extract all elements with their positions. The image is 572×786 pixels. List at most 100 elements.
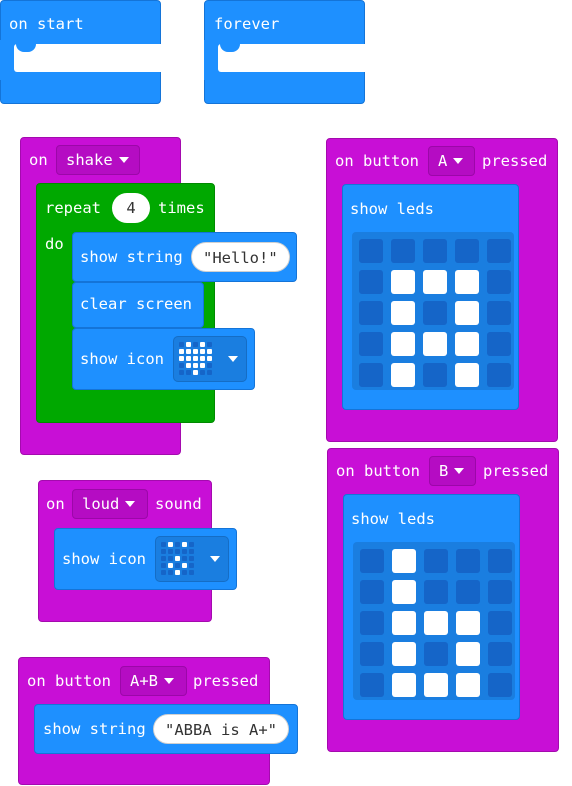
led-on[interactable] <box>392 611 416 635</box>
chevron-down-icon <box>164 677 174 684</box>
led-off[interactable] <box>360 673 384 697</box>
chevron-down-icon <box>210 556 220 562</box>
led-on[interactable] <box>392 642 416 666</box>
led-on[interactable] <box>455 363 479 387</box>
led-off[interactable] <box>359 332 383 356</box>
icon-pixel-off <box>161 542 166 547</box>
led-off[interactable] <box>360 549 384 573</box>
icon-pixel-on <box>200 363 205 368</box>
led-on[interactable] <box>456 642 480 666</box>
repeat-count-input[interactable]: 4 <box>112 193 150 223</box>
icon-pixel-off <box>189 563 194 568</box>
pressed-label: pressed <box>482 152 548 170</box>
led-off[interactable] <box>488 580 512 604</box>
led-off[interactable] <box>424 549 448 573</box>
icon-pixel-on <box>179 356 184 361</box>
string-input[interactable]: "ABBA is A+" <box>153 714 289 744</box>
icon-pixel-off <box>161 563 166 568</box>
led-off[interactable] <box>488 673 512 697</box>
led-off[interactable] <box>487 270 511 294</box>
show-string-label: show string <box>80 248 183 266</box>
pressed-label: pressed <box>193 672 259 690</box>
icon-pixel-on <box>182 542 187 547</box>
heart-icon <box>179 342 215 378</box>
led-on[interactable] <box>455 301 479 325</box>
icon-pixel-off <box>179 370 184 375</box>
led-off[interactable] <box>487 301 511 325</box>
led-on[interactable] <box>392 549 416 573</box>
led-on[interactable] <box>392 580 416 604</box>
button-a-dropdown[interactable]: A <box>428 146 475 176</box>
icon-pixel-off <box>161 549 166 554</box>
icon-dropdown[interactable] <box>155 536 229 582</box>
on-button-a-label: on button <box>335 152 419 170</box>
sound-label: sound <box>155 495 202 513</box>
led-off[interactable] <box>455 239 479 263</box>
led-on[interactable] <box>391 332 415 356</box>
icon-pixel-off <box>179 363 184 368</box>
led-on[interactable] <box>391 270 415 294</box>
led-off[interactable] <box>423 239 447 263</box>
led-on[interactable] <box>391 301 415 325</box>
led-off[interactable] <box>424 642 448 666</box>
on-button-b-label: on button <box>336 462 420 480</box>
icon-pixel-off <box>189 542 194 547</box>
icon-pixel-on <box>193 349 198 354</box>
led-on[interactable] <box>424 673 448 697</box>
led-off[interactable] <box>487 363 511 387</box>
led-on[interactable] <box>455 332 479 356</box>
led-on[interactable] <box>391 363 415 387</box>
led-off[interactable] <box>487 239 511 263</box>
button-ab-dropdown[interactable]: A+B <box>120 666 187 696</box>
icon-pixel-on <box>186 356 191 361</box>
led-off[interactable] <box>359 301 383 325</box>
sound-level-dropdown[interactable]: loud <box>72 489 148 519</box>
on-start-label: on start <box>9 15 84 33</box>
button-b-dropdown[interactable]: B <box>429 456 476 486</box>
led-off[interactable] <box>360 611 384 635</box>
chevron-down-icon <box>125 500 136 507</box>
led-off[interactable] <box>423 301 447 325</box>
pressed-label: pressed <box>483 462 549 480</box>
led-off[interactable] <box>359 270 383 294</box>
led-off[interactable] <box>488 642 512 666</box>
led-grid[interactable] <box>353 542 515 700</box>
icon-pixel-off <box>168 570 173 575</box>
led-off[interactable] <box>360 642 384 666</box>
forever-label: forever <box>214 15 280 33</box>
icon-pixel-off <box>168 549 173 554</box>
led-on[interactable] <box>456 611 480 635</box>
led-off[interactable] <box>424 580 448 604</box>
led-off[interactable] <box>456 549 480 573</box>
icon-pixel-on <box>207 356 212 361</box>
repeat-label: repeat <box>45 199 101 217</box>
led-on[interactable] <box>423 270 447 294</box>
led-off[interactable] <box>487 332 511 356</box>
icon-pixel-on <box>179 349 184 354</box>
icon-pixel-on <box>168 542 173 547</box>
led-off[interactable] <box>423 363 447 387</box>
led-off[interactable] <box>488 611 512 635</box>
icon-pixel-off <box>182 570 187 575</box>
led-on[interactable] <box>392 673 416 697</box>
led-off[interactable] <box>488 549 512 573</box>
led-on[interactable] <box>423 332 447 356</box>
led-off[interactable] <box>360 580 384 604</box>
icon-pixel-on <box>193 356 198 361</box>
gesture-dropdown[interactable]: shake <box>56 145 140 175</box>
led-off[interactable] <box>456 580 480 604</box>
led-on[interactable] <box>424 611 448 635</box>
led-on[interactable] <box>455 270 479 294</box>
do-label: do <box>45 235 64 253</box>
icon-pixel-off <box>175 542 180 547</box>
led-off[interactable] <box>359 239 383 263</box>
string-input[interactable]: "Hello!" <box>191 242 290 272</box>
led-off[interactable] <box>391 239 415 263</box>
icon-pixel-on <box>193 363 198 368</box>
icon-dropdown[interactable] <box>173 336 247 382</box>
led-off[interactable] <box>359 363 383 387</box>
led-on[interactable] <box>456 673 480 697</box>
led-grid[interactable] <box>352 232 514 390</box>
icon-pixel-on <box>200 356 205 361</box>
icon-pixel-off <box>193 342 198 347</box>
